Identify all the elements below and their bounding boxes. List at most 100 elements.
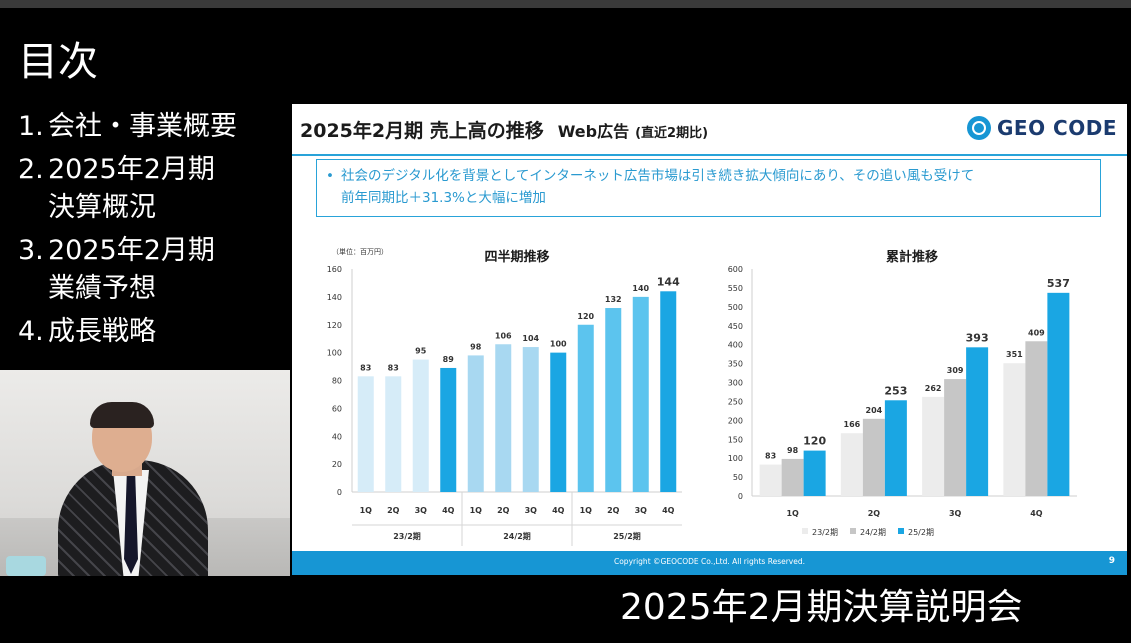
data-label: 351: [1006, 350, 1023, 359]
legend-swatch: [898, 528, 904, 534]
presentation-slide: 2025年2月期 売上高の推移 Web広告 (直近2期比) GEO CODE 社会の…: [292, 104, 1127, 575]
x-tick-label: 1Q: [470, 506, 483, 515]
y-tick-label: 60: [332, 404, 342, 413]
y-tick-label: 140: [327, 293, 342, 302]
slide-title-main: 2025年2月期 売上高の推移: [300, 120, 544, 142]
chart-title: 四半期推移: [484, 249, 549, 265]
legend-label: 24/2期: [860, 528, 886, 537]
data-label: 83: [360, 363, 371, 372]
toc-item-3: 3. 2025年2月期 業績予想: [18, 232, 283, 308]
toc-item-text: 成長戦略: [48, 316, 156, 347]
toc-item-4: 4. 成長戦略: [18, 313, 283, 351]
data-label: 204: [866, 406, 883, 415]
toc-item-number: 2.: [18, 154, 44, 185]
bar-24/2期-4Q: [550, 352, 567, 492]
bar-24/2期-3Q: [522, 347, 539, 492]
x-tick-label: 2Q: [497, 506, 510, 515]
data-label: 140: [632, 284, 649, 293]
data-label: 144: [657, 275, 680, 288]
data-label: 106: [495, 331, 512, 340]
y-tick-label: 450: [728, 322, 743, 331]
y-tick-label: 50: [733, 473, 743, 482]
data-label: 393: [966, 331, 989, 344]
bar-cumulative-25/2期-2Q: [884, 400, 907, 496]
data-label: 104: [522, 334, 539, 343]
bar-25/2期-2Q: [605, 308, 622, 492]
bar-cumulative-25/2期-4Q: [1047, 292, 1070, 496]
bar-cumulative-24/2期-1Q: [781, 458, 804, 496]
toc-title: 目次: [18, 39, 98, 85]
slide-footer: Copyright ©GEOCODE Co.,Ltd. All rights R…: [292, 551, 1127, 575]
y-tick-label: 600: [728, 265, 743, 274]
y-tick-label: 40: [332, 432, 342, 441]
data-label: 100: [550, 340, 567, 349]
x-tick-label: 3Q: [525, 506, 538, 515]
x-tick-label: 1Q: [580, 506, 593, 515]
data-label: 537: [1047, 277, 1070, 290]
toc-item-2: 2. 2025年2月期 決算概況: [18, 151, 283, 227]
slide-header: 2025年2月期 売上高の推移 Web広告 (直近2期比) GEO CODE: [292, 104, 1127, 156]
table-of-contents: 1. 会社・事業概要 2. 2025年2月期 決算概況 3. 2025年2月期 …: [18, 108, 283, 356]
y-tick-label: 20: [332, 460, 342, 469]
data-label: 409: [1028, 328, 1045, 337]
y-tick-label: 250: [728, 397, 743, 406]
bar-24/2期-2Q: [495, 344, 512, 492]
sales-charts: （単位：百万円） 四半期推移020406080100120140160831Q83…: [327, 247, 1077, 546]
x-tick-label: 2Q: [607, 506, 620, 515]
x-tick-label: 2Q: [868, 509, 881, 518]
data-label: 83: [388, 363, 399, 372]
y-tick-label: 550: [728, 284, 743, 293]
bar-23/2期-4Q: [440, 367, 457, 492]
bar-cumulative-23/2期-2Q: [840, 433, 863, 496]
bar-cumulative-25/2期-3Q: [966, 347, 989, 496]
geocode-logo-icon: [967, 116, 991, 140]
x-tick-label: 2Q: [387, 506, 400, 515]
y-tick-label: 0: [738, 492, 743, 501]
bar-cumulative-23/2期-4Q: [1003, 363, 1026, 496]
x-tick-label: 4Q: [442, 506, 455, 515]
legend-label: 25/2期: [908, 528, 934, 537]
group-label: 23/2期: [393, 531, 421, 541]
toc-item-number: 1.: [18, 111, 44, 142]
data-label: 120: [803, 435, 826, 448]
bar-cumulative-24/2期-4Q: [1025, 341, 1048, 496]
top-bar: [0, 0, 1131, 8]
y-tick-label: 0: [337, 488, 342, 497]
presenter-hair: [90, 402, 154, 428]
presenter-video: [0, 370, 290, 576]
y-tick-label: 500: [728, 303, 743, 312]
summary-callout: 社会のデジタル化を背景としてインターネット広告市場は引き続き拡大傾向にあり、その…: [316, 159, 1101, 217]
x-tick-label: 1Q: [786, 509, 799, 518]
bar-23/2期-1Q: [357, 376, 374, 492]
bar-25/2期-3Q: [632, 296, 649, 492]
slide-title: 2025年2月期 売上高の推移 Web広告 (直近2期比): [300, 116, 708, 143]
y-tick-label: 80: [332, 377, 342, 386]
toc-item-number: 4.: [18, 316, 44, 347]
data-label: 120: [577, 312, 594, 321]
toc-item-number: 3.: [18, 235, 44, 266]
toc-item-1: 1. 会社・事業概要: [18, 108, 283, 146]
bar-cumulative-25/2期-1Q: [803, 450, 826, 496]
callout-line-1: 社会のデジタル化を背景としてインターネット広告市場は引き続き拡大傾向にあり、その…: [341, 168, 975, 184]
legend-label: 23/2期: [812, 528, 838, 537]
data-label: 166: [844, 420, 861, 429]
y-tick-label: 120: [327, 321, 342, 330]
legend-swatch: [802, 528, 808, 534]
company-logo: GEO CODE: [967, 116, 1117, 140]
x-tick-label: 4Q: [662, 506, 675, 515]
bar-25/2期-4Q: [660, 291, 677, 492]
presenter-tie: [124, 474, 138, 574]
bar-cumulative-23/2期-3Q: [922, 396, 945, 496]
group-label: 24/2期: [503, 531, 531, 541]
x-tick-label: 4Q: [1030, 509, 1043, 518]
y-tick-label: 100: [327, 349, 342, 358]
data-label: 253: [884, 384, 907, 397]
y-tick-label: 160: [327, 265, 342, 274]
x-tick-label: 3Q: [635, 506, 648, 515]
data-label: 132: [605, 295, 622, 304]
data-label: 83: [765, 452, 776, 461]
chart-unit-label: （単位：百万円）: [332, 247, 388, 256]
bar-cumulative-24/2期-3Q: [944, 379, 967, 496]
slide-subtitle-note: (直近2期比): [635, 126, 709, 141]
bar-25/2期-1Q: [577, 324, 594, 492]
